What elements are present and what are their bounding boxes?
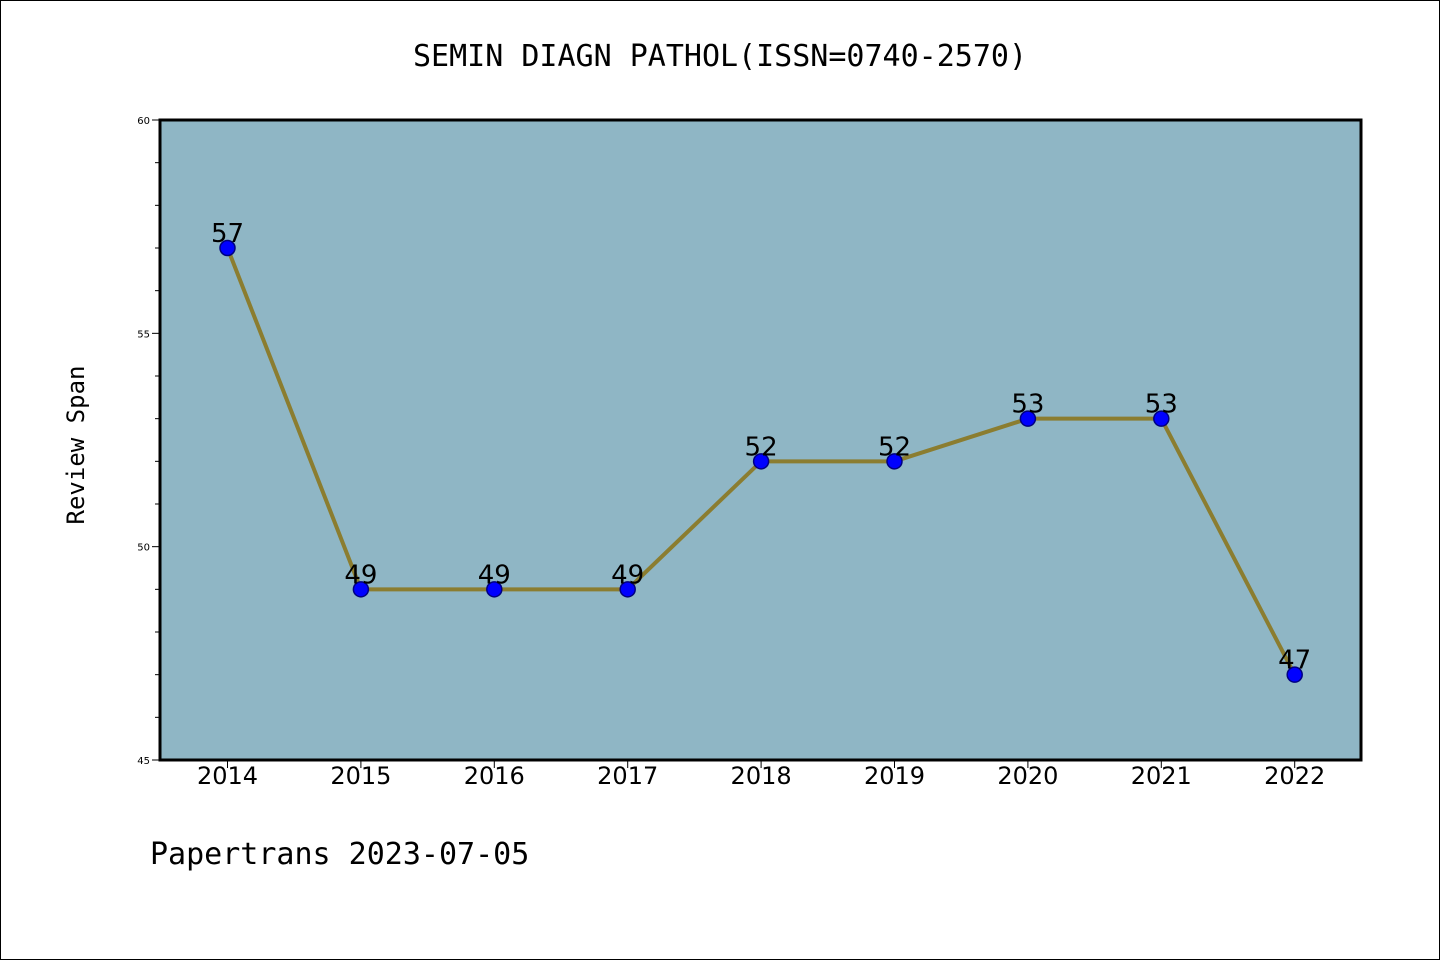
data-points: [219, 239, 1303, 683]
data-label: 49: [611, 560, 644, 590]
data-point: [352, 581, 370, 598]
footer-text: Papertrans 2023-07-05: [150, 837, 529, 872]
y-axis-label: Review Span: [62, 366, 90, 525]
chart-title: SEMIN DIAGN PATHOL(ISSN=0740-2570): [413, 39, 1027, 74]
data-label: 53: [1011, 390, 1044, 420]
y-axis: 45 50 55 60: [137, 116, 160, 767]
data-point: [886, 453, 903, 470]
x-tick-label: 2020: [997, 762, 1058, 790]
x-tick-label: 2022: [1264, 762, 1325, 790]
x-tick-label: 2016: [464, 762, 525, 790]
data-label: 52: [878, 432, 911, 462]
data-point: [619, 581, 636, 598]
data-label: 53: [1145, 390, 1178, 420]
data-label: 47: [1278, 646, 1311, 676]
data-label: 52: [745, 432, 778, 462]
data-point: [1286, 666, 1303, 683]
y-tick-label: 60: [137, 116, 150, 127]
x-axis: 2014 2015 2016 2017 2018 2019 2020 2021 2022: [197, 760, 1325, 790]
x-tick-label: 2019: [864, 762, 925, 790]
y-tick-label: 55: [137, 329, 150, 340]
data-point: [486, 581, 503, 598]
y-tick-label: 50: [137, 543, 150, 554]
data-point: [1019, 410, 1037, 427]
y-tick-label: 45: [137, 756, 150, 767]
plot-area: [158, 118, 1363, 762]
data-label: 49: [478, 560, 511, 590]
x-tick-label: 2014: [197, 762, 258, 790]
data-point: [219, 239, 236, 257]
x-tick-label: 2015: [330, 762, 391, 790]
data-point: [752, 453, 770, 470]
x-tick-label: 2017: [597, 762, 658, 790]
x-tick-label: 2018: [731, 762, 792, 790]
data-label: 57: [211, 219, 244, 249]
data-labels: 57 49 49 49 52 52 53 53 47: [211, 219, 1311, 676]
data-label: 49: [344, 560, 377, 590]
x-tick-label: 2021: [1131, 762, 1192, 790]
data-point: [1153, 410, 1170, 427]
